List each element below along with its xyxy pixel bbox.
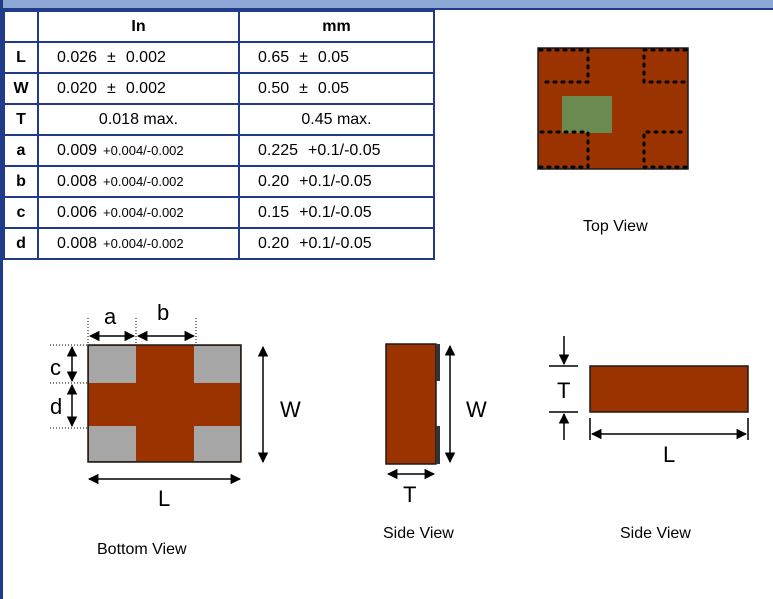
plus-minus: ± <box>299 79 308 97</box>
side-view-1-terminal <box>436 426 440 464</box>
inch-value: 0.026 <box>57 48 98 66</box>
table-row: a 0.009 +0.004/-0.002 0.225 +0.1/-0.05 <box>3 134 435 167</box>
table-row: W 0.020 ±0.002 0.50 ±0.05 <box>3 72 435 105</box>
top-view-pad-outline <box>642 48 688 84</box>
plus-minus: ± <box>299 48 308 66</box>
row-label: T <box>3 103 39 136</box>
mm-column-header: mm <box>238 10 435 43</box>
inch-value: 0.008 <box>57 234 98 252</box>
dim-label-l: L <box>158 486 170 511</box>
mm-value-cell: 0.20 +0.1/-0.05 <box>238 227 435 260</box>
inch-value: 0.006 <box>57 203 98 221</box>
plus-minus: ± <box>107 79 116 97</box>
side-view-1-drawing: W T <box>385 343 487 507</box>
bottom-view-drawing: a b c d W L <box>50 300 301 511</box>
mm-value-cell: 0.50 ±0.05 <box>238 72 435 105</box>
mm-value: 0.225 <box>258 141 299 159</box>
top-view-caption: Top View <box>583 218 648 235</box>
dim-label-t: T <box>557 378 570 403</box>
plus-minus: ± <box>107 48 116 66</box>
table-row: b 0.008 +0.004/-0.002 0.20 +0.1/-0.05 <box>3 165 435 198</box>
row-label: W <box>3 72 39 105</box>
dim-label-l: L <box>663 442 675 467</box>
bottom-view-pad <box>194 426 240 461</box>
row-label: c <box>3 196 39 229</box>
side-view-2-caption: Side View <box>620 525 691 542</box>
mm-tolerance: +0.1/-0.05 <box>308 141 381 159</box>
dim-label-w: W <box>466 397 487 422</box>
table-row: L 0.026 ±0.002 0.65 ±0.05 <box>3 41 435 74</box>
mm-value-cell: 0.65 ±0.05 <box>238 41 435 74</box>
table-row: T 0.018 max. 0.45 max. <box>3 103 435 136</box>
dim-label-d: d <box>50 394 62 419</box>
table-corner-cell <box>3 10 39 43</box>
inch-value-cell: 0.006 +0.004/-0.002 <box>37 196 240 229</box>
mm-tolerance: +0.1/-0.05 <box>299 203 372 221</box>
inch-value: 0.020 <box>57 79 98 97</box>
inch-value-cell: 0.008 +0.004/-0.002 <box>37 227 240 260</box>
side-view-2-drawing: T L <box>549 336 749 467</box>
row-label: b <box>3 165 39 198</box>
bottom-view-caption: Bottom View <box>97 541 187 558</box>
inch-tolerance: 0.002 <box>125 48 166 66</box>
mm-tolerance: 0.05 <box>317 79 350 97</box>
header-bar <box>0 0 773 10</box>
inch-tolerance: 0.002 <box>125 79 166 97</box>
table-header-row: In mm <box>3 10 435 43</box>
inch-value-cell: 0.018 max. <box>37 103 240 136</box>
dim-label-w: W <box>280 397 301 422</box>
top-view-pad-outline <box>538 130 590 169</box>
inch-column-header: In <box>37 10 240 43</box>
row-label: a <box>3 134 39 167</box>
mm-tolerance: +0.1/-0.05 <box>299 172 372 190</box>
top-view-pad-outline <box>642 130 688 169</box>
mm-value: 0.50 <box>258 79 290 97</box>
mm-tolerance: +0.1/-0.05 <box>299 234 372 252</box>
inch-tolerance: +0.004/-0.002 <box>103 142 184 158</box>
dim-label-a: a <box>104 304 117 329</box>
dim-label-t: T <box>403 482 416 507</box>
top-view-drawing <box>537 47 689 170</box>
bottom-view-pad <box>89 346 136 383</box>
inch-value: 0.008 <box>57 172 98 190</box>
inch-value-cell: 0.020 ±0.002 <box>37 72 240 105</box>
mm-tolerance: 0.05 <box>317 48 350 66</box>
mm-value: 0.20 <box>258 234 290 252</box>
mm-value-cell: 0.15 +0.1/-0.05 <box>238 196 435 229</box>
bottom-view-pad <box>89 426 136 461</box>
mm-value-cell: 0.225 +0.1/-0.05 <box>238 134 435 167</box>
inch-value-cell: 0.009 +0.004/-0.002 <box>37 134 240 167</box>
table-row: c 0.006 +0.004/-0.002 0.15 +0.1/-0.05 <box>3 196 435 229</box>
mm-value: 0.65 <box>258 48 290 66</box>
inch-tolerance: +0.004/-0.002 <box>103 173 184 189</box>
table-row: d 0.008 +0.004/-0.002 0.20 +0.1/-0.05 <box>3 227 435 260</box>
dimension-table: In mm L 0.026 ±0.002 0.65 ±0.05 W 0.020 ±0.… <box>3 10 435 260</box>
top-view-marking <box>562 96 612 133</box>
bottom-view-pad <box>194 346 240 383</box>
row-label: L <box>3 41 39 74</box>
mm-value: 0.20 <box>258 172 290 190</box>
side-view-1-terminal <box>436 344 440 381</box>
dim-label-b: b <box>157 300 169 325</box>
side-view-1-body <box>385 343 437 465</box>
side-view-2-body <box>589 365 749 413</box>
side-view-1-caption: Side View <box>383 525 454 542</box>
mm-value-cell: 0.20 +0.1/-0.05 <box>238 165 435 198</box>
mm-value: 0.15 <box>258 203 290 221</box>
mm-value-cell: 0.45 max. <box>238 103 435 136</box>
dim-label-c: c <box>50 355 61 380</box>
frame-left-border <box>0 0 3 599</box>
inch-value: 0.009 <box>57 141 98 159</box>
inch-value-cell: 0.008 +0.004/-0.002 <box>37 165 240 198</box>
inch-value-cell: 0.026 ±0.002 <box>37 41 240 74</box>
inch-tolerance: +0.004/-0.002 <box>103 235 184 251</box>
row-label: d <box>3 227 39 260</box>
top-view-pad-outline <box>538 48 590 84</box>
top-view-body <box>537 47 689 170</box>
inch-tolerance: +0.004/-0.002 <box>103 204 184 220</box>
